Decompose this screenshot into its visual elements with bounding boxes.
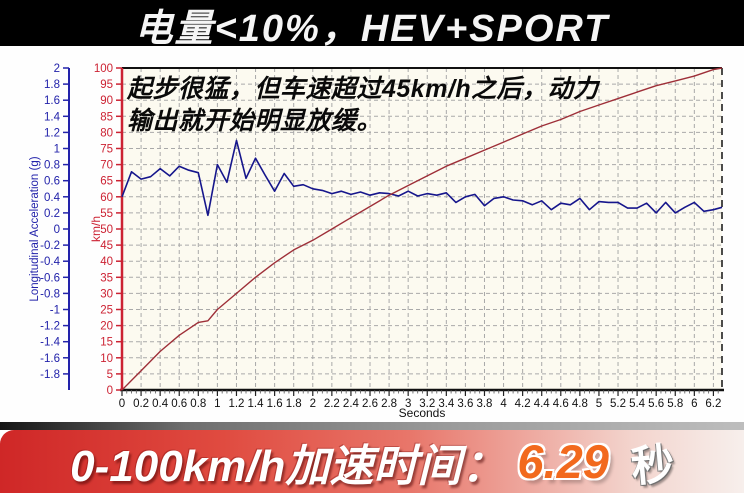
svg-text:4: 4 [500, 398, 507, 410]
svg-text:5: 5 [596, 398, 602, 410]
svg-text:0.2: 0.2 [133, 398, 149, 410]
svg-text:35: 35 [100, 272, 113, 284]
svg-text:-1.2: -1.2 [40, 321, 60, 333]
acceleration-axis-title: Longitudinal Acceleration (g) [29, 156, 41, 301]
svg-text:-1: -1 [50, 305, 60, 317]
acceleration-speed-chart: 21.81.61.41.210.80.60.40.20-0.2-0.4-0.6-… [29, 63, 724, 420]
svg-text:0.4: 0.4 [152, 398, 169, 410]
svg-text:45: 45 [100, 240, 113, 252]
result-label: 0-100km/h加速时间： [70, 441, 506, 491]
svg-text:-1.4: -1.4 [40, 337, 60, 349]
gridlines [122, 68, 722, 390]
svg-text:90: 90 [100, 95, 113, 107]
svg-text:2.6: 2.6 [362, 398, 378, 410]
vehicle-speed-line [121, 67, 723, 391]
svg-text:5.8: 5.8 [667, 398, 683, 410]
svg-text:65: 65 [100, 176, 113, 188]
svg-text:2: 2 [310, 398, 316, 410]
svg-text:100: 100 [94, 63, 113, 75]
svg-text:4.2: 4.2 [515, 398, 531, 410]
svg-text:-0.4: -0.4 [40, 256, 60, 268]
svg-text:-0.8: -0.8 [40, 288, 60, 300]
svg-text:0: 0 [119, 398, 125, 410]
svg-text:0: 0 [107, 385, 113, 397]
svg-text:15: 15 [100, 337, 113, 349]
svg-text:6: 6 [691, 398, 697, 410]
svg-text:1.8: 1.8 [286, 398, 302, 410]
result-unit: 秒 [629, 439, 677, 492]
svg-text:2.2: 2.2 [324, 398, 340, 410]
svg-text:4.6: 4.6 [553, 398, 569, 410]
svg-text:0.6: 0.6 [171, 398, 187, 410]
svg-text:3.4: 3.4 [438, 398, 455, 410]
svg-text:10: 10 [100, 353, 113, 365]
svg-text:0.8: 0.8 [44, 160, 60, 172]
svg-text:1: 1 [214, 398, 220, 410]
svg-text:30: 30 [100, 288, 113, 300]
svg-text:95: 95 [100, 79, 113, 91]
svg-text:85: 85 [100, 111, 113, 123]
svg-text:1.8: 1.8 [44, 79, 60, 91]
svg-text:4.4: 4.4 [534, 398, 551, 410]
svg-text:2.4: 2.4 [343, 398, 360, 410]
data-series [121, 67, 723, 391]
annotation-line2: 输出就开始明显放缓。 [127, 107, 382, 135]
chart-bottom-bevel [0, 422, 744, 430]
svg-text:20: 20 [100, 321, 113, 333]
svg-text:1.6: 1.6 [44, 95, 60, 107]
chart-area: 2 1.8 1.6 1.4 1.2 1 0.8 0.6 0.4 0.2 0 -0.2 -0.4 -0.6-… [0, 46, 744, 422]
svg-text:0.4: 0.4 [44, 192, 61, 204]
svg-text:-1.8: -1.8 [40, 369, 60, 381]
svg-text:0: 0 [54, 224, 60, 236]
svg-text:5.2: 5.2 [610, 398, 626, 410]
axis-ticks-and-labels: 21.81.61.41.210.80.60.40.20-0.2-0.4-0.6-… [40, 63, 721, 410]
x-axis-title: Seconds [399, 406, 446, 420]
mode-banner-title: 电量<10%，HEV+SPORT [134, 7, 610, 50]
svg-text:3.2: 3.2 [419, 398, 435, 410]
svg-text:2: 2 [54, 63, 60, 75]
svg-text:1.4: 1.4 [248, 398, 265, 410]
svg-text:0.6: 0.6 [44, 176, 60, 188]
svg-text:55: 55 [100, 208, 113, 220]
svg-text:3: 3 [405, 398, 411, 410]
svg-text:80: 80 [100, 127, 113, 139]
svg-text:6.2: 6.2 [705, 398, 721, 410]
annotation-line1: 起步很猛，但车速超过45km/h之后，动力 [126, 75, 601, 103]
svg-text:-0.6: -0.6 [40, 272, 60, 284]
result-banner: 0-100km/h加速时间： 6.29 秒 [0, 430, 744, 493]
svg-text:75: 75 [100, 144, 113, 156]
svg-text:0.8: 0.8 [190, 398, 206, 410]
svg-text:1.6: 1.6 [267, 398, 283, 410]
speed-axis-title: km/h [89, 216, 103, 242]
svg-text:-0.2: -0.2 [40, 240, 60, 252]
svg-text:0.2: 0.2 [44, 208, 60, 220]
result-value: 6.29 [517, 435, 609, 488]
svg-text:1.4: 1.4 [44, 111, 61, 123]
svg-text:2.8: 2.8 [381, 398, 397, 410]
svg-text:50: 50 [100, 224, 113, 236]
svg-text:25: 25 [100, 305, 113, 317]
svg-text:40: 40 [100, 256, 113, 268]
longitudinal-acceleration-line [121, 139, 723, 217]
svg-text:60: 60 [100, 192, 113, 204]
svg-text:3.8: 3.8 [476, 398, 492, 410]
svg-text:4.8: 4.8 [572, 398, 588, 410]
svg-text:3.6: 3.6 [457, 398, 473, 410]
svg-text:70: 70 [100, 160, 113, 172]
mode-banner: 电量<10%，HEV+SPORT [0, 0, 744, 50]
svg-text:1.2: 1.2 [228, 398, 244, 410]
svg-text:1.2: 1.2 [44, 127, 60, 139]
svg-text:5.4: 5.4 [629, 398, 646, 410]
svg-text:5: 5 [107, 369, 113, 381]
svg-text:1: 1 [54, 144, 60, 156]
svg-text:5.6: 5.6 [648, 398, 664, 410]
svg-text:-1.6: -1.6 [40, 353, 60, 365]
